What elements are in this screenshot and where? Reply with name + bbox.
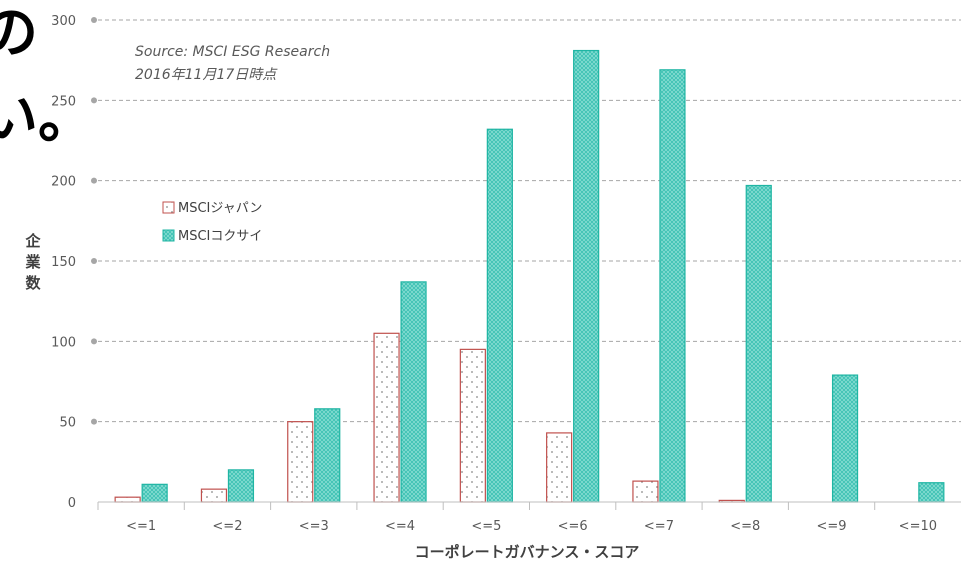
gridlines bbox=[91, 17, 961, 425]
y-axis-label-char-2: 業 bbox=[24, 253, 41, 271]
gridline-marker bbox=[91, 17, 97, 23]
y-tick-label: 300 bbox=[51, 14, 76, 29]
gridline-marker bbox=[91, 418, 97, 425]
bar-msci-japan bbox=[114, 496, 141, 503]
gridline-marker bbox=[91, 97, 97, 104]
legend-label-kokusai: MSCIコクサイ bbox=[178, 229, 262, 244]
x-tick-label: <=4 bbox=[385, 519, 415, 534]
bar-msci-kokusai bbox=[745, 184, 772, 503]
y-tick-label: 200 bbox=[51, 175, 76, 190]
x-tick-label: <=6 bbox=[558, 519, 588, 534]
y-axis-label-char-3: 数 bbox=[25, 274, 41, 292]
x-axis-ticks: <=1 <=2 <=3 <=4 <=5 <=6 <=7 <=8 <=9 <=10 bbox=[97, 502, 937, 534]
bar-msci-kokusai bbox=[314, 408, 341, 503]
bar-msci-kokusai bbox=[573, 49, 600, 503]
legend-label-japan: MSCIジャパン bbox=[178, 201, 262, 216]
bar-msci-kokusai bbox=[831, 374, 859, 503]
bar-msci-japan bbox=[373, 332, 400, 503]
gridline-marker bbox=[91, 338, 97, 345]
legend-swatch-japan bbox=[162, 201, 175, 214]
bar-msci-kokusai bbox=[659, 69, 686, 503]
bar-msci-japan bbox=[632, 480, 659, 503]
y-tick-label: 50 bbox=[59, 416, 76, 431]
bar-msci-kokusai bbox=[918, 482, 945, 503]
overlay-text-line2: い。 bbox=[0, 86, 94, 151]
x-tick-label: <=9 bbox=[817, 519, 847, 534]
bar-msci-kokusai bbox=[227, 469, 255, 503]
bar-msci-japan bbox=[287, 421, 314, 503]
gridline-marker bbox=[91, 177, 97, 184]
overlay-text-line1: の bbox=[0, 1, 38, 66]
bars bbox=[114, 49, 945, 503]
y-axis-label-char-1: 企 bbox=[24, 232, 41, 250]
bar-msci-kokusai bbox=[400, 281, 427, 503]
bar-msci-japan bbox=[200, 488, 228, 503]
x-axis-label: コーポレートガバナンス・スコア bbox=[415, 543, 640, 561]
legend: MSCIジャパン MSCIコクサイ bbox=[162, 201, 262, 244]
x-tick-label: <=1 bbox=[126, 519, 156, 534]
x-tick-label: <=8 bbox=[730, 519, 760, 534]
x-tick-label: <=10 bbox=[899, 519, 937, 534]
bar-msci-kokusai bbox=[486, 128, 513, 503]
legend-swatch-kokusai bbox=[162, 229, 175, 242]
source-date: 2016年11月17日時点 bbox=[135, 67, 278, 83]
bar-msci-japan bbox=[459, 348, 486, 503]
y-tick-label: 250 bbox=[51, 94, 76, 109]
x-tick-label: <=7 bbox=[644, 519, 674, 534]
x-tick-label: <=3 bbox=[299, 519, 329, 534]
x-tick-label: <=2 bbox=[212, 519, 242, 534]
y-axis-ticks: 0 50 100 150 200 250 300 bbox=[51, 14, 76, 511]
x-tick-label: <=5 bbox=[471, 519, 501, 534]
bar-msci-japan bbox=[546, 432, 573, 503]
y-tick-label: 100 bbox=[51, 335, 76, 350]
source-note: Source: MSCI ESG Research bbox=[135, 44, 330, 60]
y-tick-label: 150 bbox=[51, 255, 76, 270]
y-tick-label: 0 bbox=[68, 496, 76, 511]
gridline-marker bbox=[91, 258, 97, 264]
bar-msci-kokusai bbox=[141, 483, 168, 503]
